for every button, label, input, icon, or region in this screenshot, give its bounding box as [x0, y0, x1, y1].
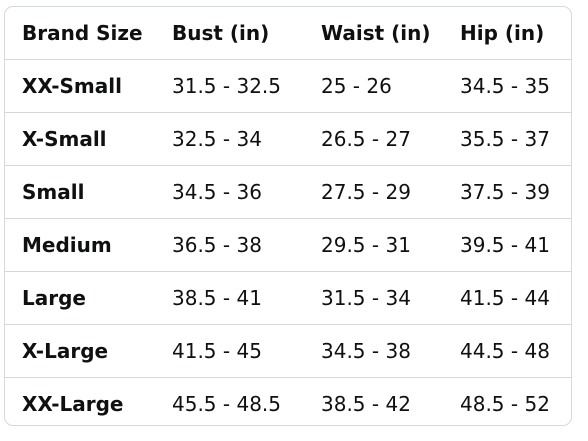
size-label: X-Small — [5, 112, 155, 166]
header-row: Brand Size Bust (in) Waist (in) Hip (in) — [5, 7, 571, 60]
waist-value: 25 - 26 — [304, 59, 443, 113]
waist-value: 27.5 - 29 — [304, 165, 443, 219]
hip-value: 34.5 - 35 — [443, 59, 571, 113]
hip-value: 35.5 - 37 — [443, 112, 571, 166]
hip-value: 41.5 - 44 — [443, 271, 571, 325]
hip-value: 37.5 - 39 — [443, 165, 571, 219]
hip-value: 48.5 - 52 — [443, 377, 571, 425]
size-table: Brand Size Bust (in) Waist (in) Hip (in)… — [5, 7, 571, 425]
size-label: Large — [5, 271, 155, 325]
size-label: Medium — [5, 218, 155, 272]
table-row: X-Large 41.5 - 45 34.5 - 38 44.5 - 48 — [5, 324, 571, 378]
waist-value: 34.5 - 38 — [304, 324, 443, 378]
size-label: Small — [5, 165, 155, 219]
table-row: XX-Large 45.5 - 48.5 38.5 - 42 48.5 - 52 — [5, 377, 571, 425]
bust-value: 38.5 - 41 — [155, 271, 304, 325]
bust-value: 34.5 - 36 — [155, 165, 304, 219]
size-label: X-Large — [5, 324, 155, 378]
waist-value: 29.5 - 31 — [304, 218, 443, 272]
table-row: XX-Small 31.5 - 32.5 25 - 26 34.5 - 35 — [5, 59, 571, 113]
bust-value: 45.5 - 48.5 — [155, 377, 304, 425]
table-row: X-Small 32.5 - 34 26.5 - 27 35.5 - 37 — [5, 112, 571, 166]
size-label: XX-Small — [5, 59, 155, 113]
waist-value: 26.5 - 27 — [304, 112, 443, 166]
waist-value: 38.5 - 42 — [304, 377, 443, 425]
waist-value: 31.5 - 34 — [304, 271, 443, 325]
bust-value: 41.5 - 45 — [155, 324, 304, 378]
header-waist: Waist (in) — [321, 21, 431, 45]
table-row: Large 38.5 - 41 31.5 - 34 41.5 - 44 — [5, 271, 571, 325]
size-label: XX-Large — [5, 377, 155, 425]
size-chart-table: Brand Size Bust (in) Waist (in) Hip (in)… — [4, 6, 572, 426]
bust-value: 31.5 - 32.5 — [155, 59, 304, 113]
table-row: Small 34.5 - 36 27.5 - 29 37.5 - 39 — [5, 165, 571, 219]
hip-value: 44.5 - 48 — [443, 324, 571, 378]
hip-value: 39.5 - 41 — [443, 218, 571, 272]
bust-value: 36.5 - 38 — [155, 218, 304, 272]
bust-value: 32.5 - 34 — [155, 112, 304, 166]
header-hip: Hip (in) — [460, 21, 545, 45]
header-bust: Bust (in) — [172, 21, 270, 45]
header-brand-size: Brand Size — [22, 21, 143, 45]
table-row: Medium 36.5 - 38 29.5 - 31 39.5 - 41 — [5, 218, 571, 272]
